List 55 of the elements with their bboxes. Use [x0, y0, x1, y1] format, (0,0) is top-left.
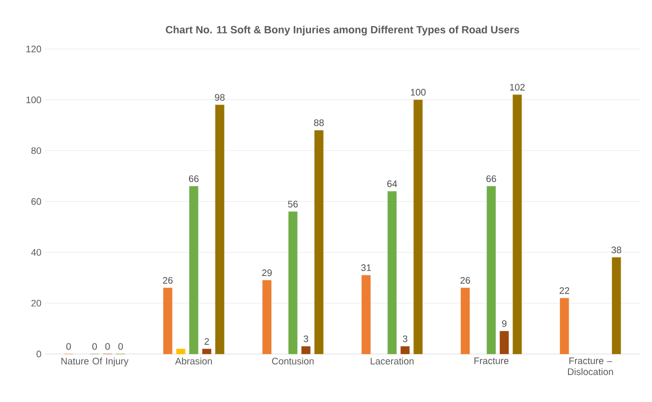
data-label: 26	[460, 277, 470, 284]
y-tick-label: 0	[36, 350, 42, 358]
bar	[301, 346, 310, 354]
bar	[314, 130, 324, 354]
bar	[486, 186, 496, 354]
y-tick-label: 120	[26, 46, 42, 52]
y-tick-label: 20	[31, 300, 42, 307]
bar	[189, 186, 198, 354]
bar	[388, 191, 397, 354]
bar	[362, 275, 371, 354]
data-label: 38	[612, 246, 622, 254]
data-label: 26	[162, 277, 173, 284]
x-tick-label: Fracture – Dislocation	[568, 358, 613, 376]
data-label: 2	[204, 338, 209, 345]
data-label: 64	[387, 180, 398, 188]
bar	[163, 288, 172, 354]
bar	[460, 288, 470, 354]
data-label: 22	[560, 287, 570, 294]
data-label: 66	[486, 175, 496, 182]
chart-title: Chart No. 11 Soft & Bony Injuries among Different Types of Road Users	[166, 26, 520, 36]
bar	[400, 346, 410, 354]
data-label: 66	[188, 175, 199, 182]
data-label: 98	[214, 94, 225, 101]
bar	[414, 100, 423, 354]
data-label: 0	[66, 343, 71, 350]
y-tick-label: 80	[31, 147, 42, 154]
bar	[288, 212, 298, 354]
data-label: 3	[304, 335, 308, 342]
bar	[560, 298, 569, 354]
data-label: 0	[92, 343, 97, 350]
data-label: 100	[410, 88, 426, 96]
data-label: 29	[262, 269, 272, 276]
bar	[512, 94, 522, 354]
bar	[612, 257, 621, 354]
x-tick-label: Laceration	[370, 358, 414, 364]
data-label: 102	[510, 84, 525, 91]
y-tick-label: 100	[26, 96, 42, 104]
bar	[500, 331, 509, 354]
x-tick-label: Nature Of Injury	[61, 358, 128, 366]
bar	[176, 348, 186, 354]
data-label: 3	[402, 335, 408, 342]
y-tick-label: 60	[31, 198, 42, 205]
x-tick-label: Contusion	[272, 358, 314, 364]
bar	[202, 348, 212, 354]
data-label: 88	[314, 119, 324, 126]
x-tick-label: Abrasion	[175, 358, 212, 364]
data-label: 0	[118, 343, 123, 350]
bar	[215, 104, 224, 354]
data-label: 0	[105, 343, 110, 350]
y-tick-label: 40	[31, 248, 42, 256]
data-label: 31	[361, 264, 371, 272]
bar	[262, 280, 272, 354]
x-tick-label: Fracture	[474, 358, 508, 364]
data-label: 9	[502, 320, 506, 327]
data-label: 56	[288, 200, 298, 208]
